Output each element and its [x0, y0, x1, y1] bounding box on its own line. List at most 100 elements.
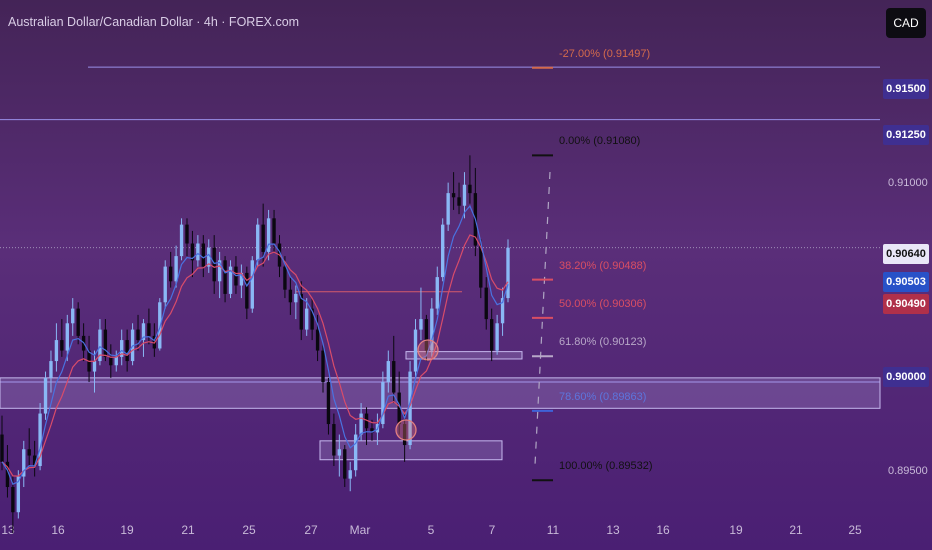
candle-body: [196, 243, 200, 261]
candle-body: [457, 197, 461, 206]
candle-body: [38, 413, 42, 467]
fib-level-label: -27.00% (0.91497): [559, 47, 651, 60]
x-tick-label: 19: [729, 523, 743, 537]
support-zone: [0, 377, 881, 409]
candle-body: [305, 308, 309, 330]
candle-body: [114, 356, 118, 366]
candle-body: [141, 323, 146, 341]
candle-body: [5, 461, 10, 488]
support-zone: [405, 351, 523, 360]
ma-slow-line: [1, 234, 509, 477]
candle-body: [408, 371, 412, 446]
x-tick-label: 25: [848, 523, 862, 537]
price-badge: 0.91250: [883, 125, 929, 145]
candle-body: [43, 377, 48, 414]
x-tick-label: 5: [427, 523, 435, 537]
candle-body: [212, 247, 216, 282]
price-badge: 0.90503: [883, 272, 929, 292]
fib-level-label: 50.00% (0.90306): [559, 297, 647, 310]
candle-body: [60, 340, 64, 351]
highlight-circle: [417, 339, 439, 361]
price-badge: 0.90490: [883, 294, 929, 314]
candle-body: [190, 243, 195, 261]
candle-body: [76, 308, 80, 336]
candle-body: [343, 449, 347, 479]
candle-body: [125, 340, 129, 362]
fib-level-label: 0.00% (0.91080): [559, 135, 641, 148]
candle-body: [98, 329, 102, 362]
candle-body: [397, 392, 401, 425]
candle-body: [402, 424, 407, 446]
candle-body: [261, 224, 265, 252]
candle-body: [32, 455, 37, 467]
x-tick-label: 21: [181, 523, 195, 537]
candle-body: [381, 382, 385, 425]
candle-body: [484, 287, 488, 320]
candle-body: [168, 266, 173, 282]
fib-trend-line: [534, 171, 551, 466]
candle-body: [147, 323, 151, 336]
candle-body: [462, 184, 467, 206]
y-tick-label: 0.91000: [888, 177, 928, 189]
candle-body: [370, 428, 374, 433]
x-tick-label: 7: [488, 523, 496, 537]
x-tick-label: 25: [242, 523, 256, 537]
candle-body: [451, 193, 456, 198]
candle-body: [283, 266, 287, 290]
candle-body: [441, 224, 445, 278]
currency-button[interactable]: CAD: [886, 8, 926, 38]
candle-body: [294, 293, 298, 303]
candle-body: [435, 277, 439, 309]
x-tick-label: Mar: [349, 523, 371, 537]
candle-body: [201, 243, 205, 267]
x-tick-label: 13: [1, 523, 15, 537]
candle-body: [109, 356, 113, 366]
candle-body: [424, 319, 429, 351]
candle-body: [489, 319, 494, 351]
candle-body: [120, 340, 124, 357]
ma-fast-line: [1, 204, 509, 486]
fib-level-label: 61.80% (0.90123): [559, 336, 647, 349]
candle-body: [419, 319, 423, 330]
candle-body: [49, 361, 53, 378]
candle-body: [468, 184, 472, 194]
candle-body: [174, 256, 178, 282]
candle-body: [392, 361, 396, 393]
x-tick-label: 19: [120, 523, 134, 537]
candle-body: [207, 247, 211, 267]
y-tick-label: 0.89500: [888, 465, 928, 477]
candle-body: [16, 476, 21, 513]
candle-body: [158, 302, 162, 349]
fib-level-label: 78.60% (0.89863): [559, 391, 646, 403]
candle-body: [71, 308, 75, 324]
candle-body: [250, 260, 254, 309]
candle-body: [256, 224, 260, 261]
candle-body: [337, 449, 342, 456]
candle-body: [272, 218, 276, 244]
candle-body: [359, 413, 363, 435]
candle-body: [239, 272, 244, 286]
candle-body: [27, 449, 31, 456]
highlight-circle: [395, 419, 417, 441]
price-badge: 0.90640: [883, 244, 929, 264]
candle-body: [65, 323, 69, 351]
candle-body: [217, 260, 222, 282]
fib-level-label: 38.20% (0.90488): [559, 259, 647, 272]
candle-body: [163, 266, 167, 303]
x-tick-label: 13: [606, 523, 620, 537]
candle-body: [266, 218, 271, 252]
x-tick-label: 11: [546, 523, 560, 537]
candle-body: [430, 308, 434, 351]
candle-body: [54, 340, 59, 362]
candle-body: [92, 361, 97, 372]
candle-body: [364, 413, 369, 429]
candle-body: [22, 449, 26, 477]
candle-body: [386, 361, 390, 383]
candle-body: [103, 329, 108, 357]
symbol-title: Australian Dollar/Canadian Dollar · 4h ·…: [8, 15, 300, 29]
candle-body: [348, 470, 352, 479]
candle-body: [288, 289, 293, 303]
candle-body: [446, 193, 450, 225]
